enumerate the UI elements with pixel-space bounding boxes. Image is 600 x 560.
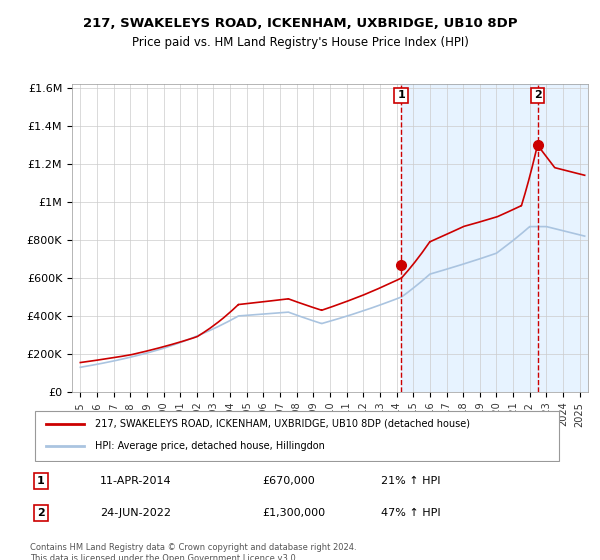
Text: 2: 2 (533, 90, 541, 100)
Text: 24-JUN-2022: 24-JUN-2022 (100, 508, 171, 518)
Text: 217, SWAKELEYS ROAD, ICKENHAM, UXBRIDGE, UB10 8DP (detached house): 217, SWAKELEYS ROAD, ICKENHAM, UXBRIDGE,… (95, 419, 470, 429)
FancyBboxPatch shape (35, 411, 559, 461)
Text: 1: 1 (37, 476, 44, 486)
Text: 217, SWAKELEYS ROAD, ICKENHAM, UXBRIDGE, UB10 8DP: 217, SWAKELEYS ROAD, ICKENHAM, UXBRIDGE,… (83, 17, 517, 30)
Text: Contains HM Land Registry data © Crown copyright and database right 2024.
This d: Contains HM Land Registry data © Crown c… (30, 543, 356, 560)
Text: £670,000: £670,000 (262, 476, 315, 486)
Text: £1,300,000: £1,300,000 (262, 508, 325, 518)
Text: 1: 1 (397, 90, 405, 100)
Text: Price paid vs. HM Land Registry's House Price Index (HPI): Price paid vs. HM Land Registry's House … (131, 36, 469, 49)
Text: 2: 2 (37, 508, 44, 518)
Bar (401, 84, 588, 392)
Text: 21% ↑ HPI: 21% ↑ HPI (381, 476, 440, 486)
Text: 47% ↑ HPI: 47% ↑ HPI (381, 508, 440, 518)
Text: HPI: Average price, detached house, Hillingdon: HPI: Average price, detached house, Hill… (95, 441, 325, 451)
Text: 11-APR-2014: 11-APR-2014 (100, 476, 172, 486)
